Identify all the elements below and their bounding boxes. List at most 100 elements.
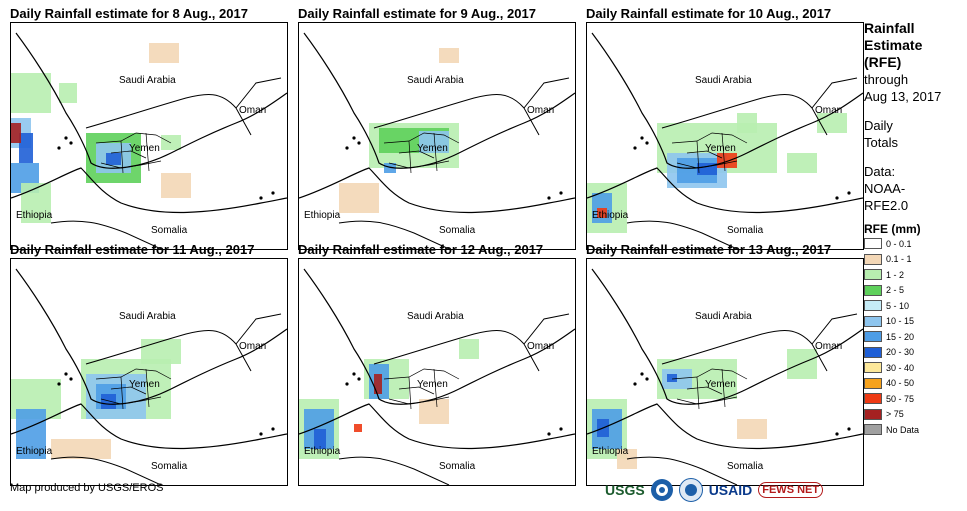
country-label-yemen: Yemen — [417, 143, 448, 154]
legend-class-3: 2 - 5 — [864, 283, 964, 299]
border-line — [373, 329, 540, 372]
rainfall-patch — [149, 43, 179, 63]
island — [847, 427, 851, 431]
rainfall-patch — [11, 123, 21, 143]
island — [352, 136, 356, 140]
island — [633, 382, 637, 386]
legend-swatch — [864, 424, 882, 436]
border-line — [811, 77, 858, 109]
country-label-saudi: Saudi Arabia — [407, 311, 464, 322]
island — [559, 427, 563, 431]
coastline — [11, 167, 287, 214]
legend-class-7: 20 - 30 — [864, 345, 964, 361]
legend-class-10: 50 - 75 — [864, 391, 964, 407]
island — [357, 377, 361, 381]
legend-class-label: 1 - 2 — [886, 269, 905, 280]
island — [640, 372, 644, 376]
island — [271, 191, 275, 195]
panel-title: Daily Rainfall estimate for 8 Aug., 2017 — [10, 6, 248, 21]
country-label-oman: Oman — [239, 105, 266, 116]
legend-class-label: 0.1 - 1 — [886, 254, 912, 265]
legend-title-3: (RFE) — [864, 54, 902, 70]
legend-data-source-2: RFE2.0 — [864, 198, 909, 213]
country-label-ethiopia: Ethiopia — [16, 210, 53, 221]
coastline — [299, 167, 575, 214]
legend-swatch — [864, 393, 882, 405]
admin-boundaries — [383, 132, 460, 174]
rainfall-patch — [787, 349, 817, 379]
legend-class-label: 5 - 10 — [886, 300, 910, 311]
country-label-ethiopia: Ethiopia — [304, 210, 341, 221]
island — [640, 136, 644, 140]
border-line — [50, 456, 162, 485]
base-map-svg: Saudi Arabia Oman Yemen Ethiopia Somalia — [299, 268, 575, 485]
island — [847, 191, 851, 195]
legend-class-label: 2 - 5 — [886, 285, 905, 296]
island — [345, 382, 349, 386]
legend-class-8: 30 - 40 — [864, 360, 964, 376]
legend-class-12: No Data — [864, 422, 964, 438]
country-label-oman: Oman — [527, 105, 554, 116]
island — [69, 141, 73, 145]
base-map-svg: Saudi Arabia Oman Yemen Ethiopia Somalia — [11, 32, 287, 249]
country-label-yemen: Yemen — [705, 143, 736, 154]
legend-data-label: Data: — [864, 164, 896, 179]
map-frame: Saudi Arabia Oman Yemen Ethiopia Somalia — [10, 258, 288, 486]
legend-class-label: 50 - 75 — [886, 393, 915, 404]
legend-class-6: 15 - 20 — [864, 329, 964, 345]
rainfall-patch — [667, 374, 677, 382]
map-frame: Saudi Arabia Oman Yemen Ethiopia Somalia — [586, 22, 864, 250]
admin-boundaries — [95, 368, 172, 410]
legend-class-2: 1 - 2 — [864, 267, 964, 283]
country-label-somalia: Somalia — [151, 225, 188, 236]
border-line — [235, 77, 282, 109]
map-frame: Saudi Arabia Oman Yemen Ethiopia Somalia — [586, 258, 864, 486]
admin-boundaries — [95, 132, 172, 174]
usgs-logo: USGS — [605, 482, 645, 498]
country-label-somalia: Somalia — [439, 225, 476, 236]
country-label-yemen: Yemen — [129, 379, 160, 390]
logo-strip: USGS USAID FEWS NET — [605, 478, 824, 502]
legend-swatch — [864, 253, 882, 265]
coastline — [587, 167, 863, 214]
legend-swatch — [864, 377, 882, 389]
island — [547, 432, 551, 436]
island — [835, 432, 839, 436]
country-label-somalia: Somalia — [439, 461, 476, 472]
island — [352, 372, 356, 376]
legend-class-label: > 75 — [886, 409, 904, 420]
legend-swatch — [864, 331, 882, 343]
border-line — [338, 220, 450, 249]
legend-class-1: 0.1 - 1 — [864, 252, 964, 268]
legend-through: through — [864, 72, 909, 87]
admin-boundaries — [671, 132, 748, 174]
island — [57, 382, 61, 386]
country-label-somalia: Somalia — [151, 461, 188, 472]
country-label-saudi: Saudi Arabia — [695, 75, 752, 86]
legend-class-label: 40 - 50 — [886, 378, 915, 389]
country-label-somalia: Somalia — [727, 461, 764, 472]
admin-boundaries — [671, 368, 748, 410]
footer-credit: Map produced by USGS/EROS — [10, 482, 164, 494]
fews-net-logo: FEWS NET — [758, 482, 824, 498]
legend-class-9: 40 - 50 — [864, 376, 964, 392]
rainfall-patch — [161, 173, 191, 198]
country-label-oman: Oman — [527, 341, 554, 352]
map-frame: Saudi Arabia Oman Yemen Ethiopia Somalia — [10, 22, 288, 250]
legend-class-4: 5 - 10 — [864, 298, 964, 314]
country-label-ethiopia: Ethiopia — [16, 446, 53, 457]
legend-class-label: 0 - 0.1 — [886, 238, 912, 249]
country-label-saudi: Saudi Arabia — [695, 311, 752, 322]
legend-swatch — [864, 315, 882, 327]
country-label-saudi: Saudi Arabia — [119, 75, 176, 86]
country-label-yemen: Yemen — [705, 379, 736, 390]
rainfall-patch — [51, 439, 111, 459]
legend-class-label: No Data — [886, 424, 920, 435]
rainfall-patch — [11, 73, 51, 113]
island — [57, 146, 61, 150]
legend-swatch — [864, 346, 882, 358]
panel-title: Daily Rainfall estimate for 10 Aug., 201… — [586, 6, 832, 21]
legend-class-label: 30 - 40 — [886, 362, 915, 373]
island — [547, 196, 551, 200]
legend: Rainfall Estimate (RFE) through Aug 13, … — [864, 20, 964, 438]
